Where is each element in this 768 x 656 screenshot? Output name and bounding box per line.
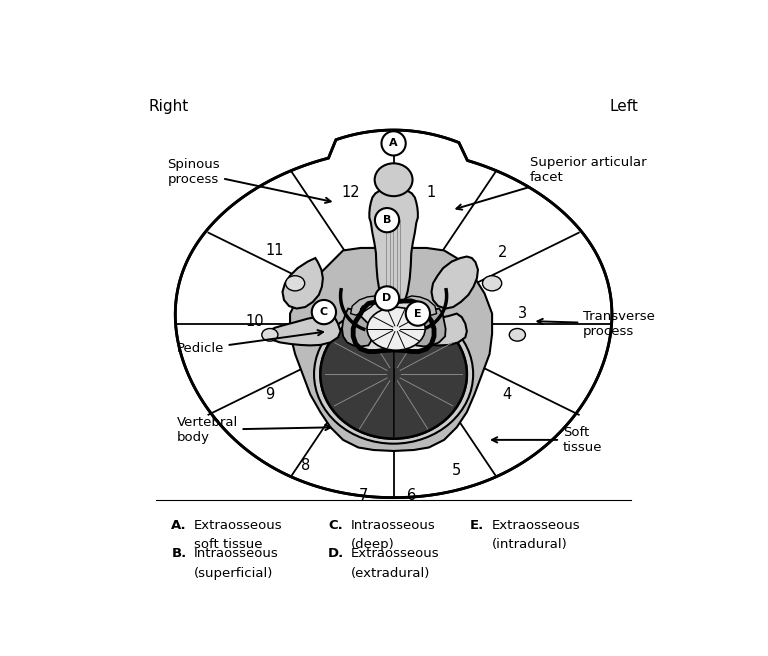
Text: 9: 9 <box>265 387 274 402</box>
Text: 5: 5 <box>452 462 462 478</box>
Polygon shape <box>290 248 492 451</box>
Text: C: C <box>319 307 328 317</box>
Ellipse shape <box>375 163 412 196</box>
Text: 10: 10 <box>246 314 264 329</box>
Text: E.: E. <box>469 519 484 532</box>
Polygon shape <box>395 314 467 346</box>
Text: A: A <box>389 138 398 148</box>
Text: D.: D. <box>328 548 344 560</box>
Text: 8: 8 <box>300 458 310 472</box>
Text: (extradural): (extradural) <box>351 567 430 580</box>
Text: Left: Left <box>610 99 638 114</box>
Circle shape <box>375 286 399 310</box>
Text: Spinous
process: Spinous process <box>167 158 331 203</box>
Text: Superior articular
facet: Superior articular facet <box>456 155 647 210</box>
Text: 1: 1 <box>427 185 436 200</box>
Ellipse shape <box>320 310 467 439</box>
Text: Transverse
process: Transverse process <box>538 310 655 338</box>
Text: Extraosseous: Extraosseous <box>194 519 283 532</box>
Polygon shape <box>351 296 382 315</box>
Polygon shape <box>412 308 445 346</box>
Text: Pedicle: Pedicle <box>177 330 323 356</box>
Text: Intraosseous: Intraosseous <box>194 548 279 560</box>
Ellipse shape <box>286 276 305 291</box>
Polygon shape <box>342 308 372 346</box>
Ellipse shape <box>509 329 525 341</box>
Text: 6: 6 <box>406 488 416 503</box>
Ellipse shape <box>482 276 502 291</box>
Text: Intraosseous: Intraosseous <box>351 519 435 532</box>
Ellipse shape <box>262 329 278 341</box>
Text: B.: B. <box>171 548 187 560</box>
Polygon shape <box>267 314 340 346</box>
Text: A.: A. <box>171 519 187 532</box>
Text: 4: 4 <box>502 387 512 402</box>
Polygon shape <box>369 188 418 302</box>
Text: Right: Right <box>149 99 189 114</box>
Text: soft tissue: soft tissue <box>194 539 263 552</box>
Text: C.: C. <box>328 519 343 532</box>
Ellipse shape <box>320 310 467 439</box>
Text: E: E <box>414 308 422 319</box>
Ellipse shape <box>314 305 473 443</box>
Ellipse shape <box>367 307 425 350</box>
Circle shape <box>382 131 406 155</box>
Polygon shape <box>353 301 434 352</box>
Text: Vertebral
body: Vertebral body <box>177 416 330 443</box>
Polygon shape <box>175 130 612 498</box>
Circle shape <box>312 300 336 324</box>
Text: B: B <box>382 215 391 225</box>
Text: (deep): (deep) <box>351 539 395 552</box>
Text: D: D <box>382 293 392 304</box>
Text: (superficial): (superficial) <box>194 567 273 580</box>
Polygon shape <box>432 256 478 308</box>
Circle shape <box>375 208 399 232</box>
Text: Extraosseous: Extraosseous <box>351 548 439 560</box>
Text: 3: 3 <box>518 306 527 321</box>
Text: Soft
tissue: Soft tissue <box>492 426 602 454</box>
Text: 7: 7 <box>359 488 368 503</box>
Polygon shape <box>283 258 323 308</box>
Circle shape <box>406 302 430 326</box>
Text: (intradural): (intradural) <box>492 539 568 552</box>
Text: 12: 12 <box>341 185 360 200</box>
Polygon shape <box>405 296 436 315</box>
Text: Extraosseous: Extraosseous <box>492 519 581 532</box>
Text: 11: 11 <box>266 243 284 258</box>
Text: 2: 2 <box>498 245 507 260</box>
